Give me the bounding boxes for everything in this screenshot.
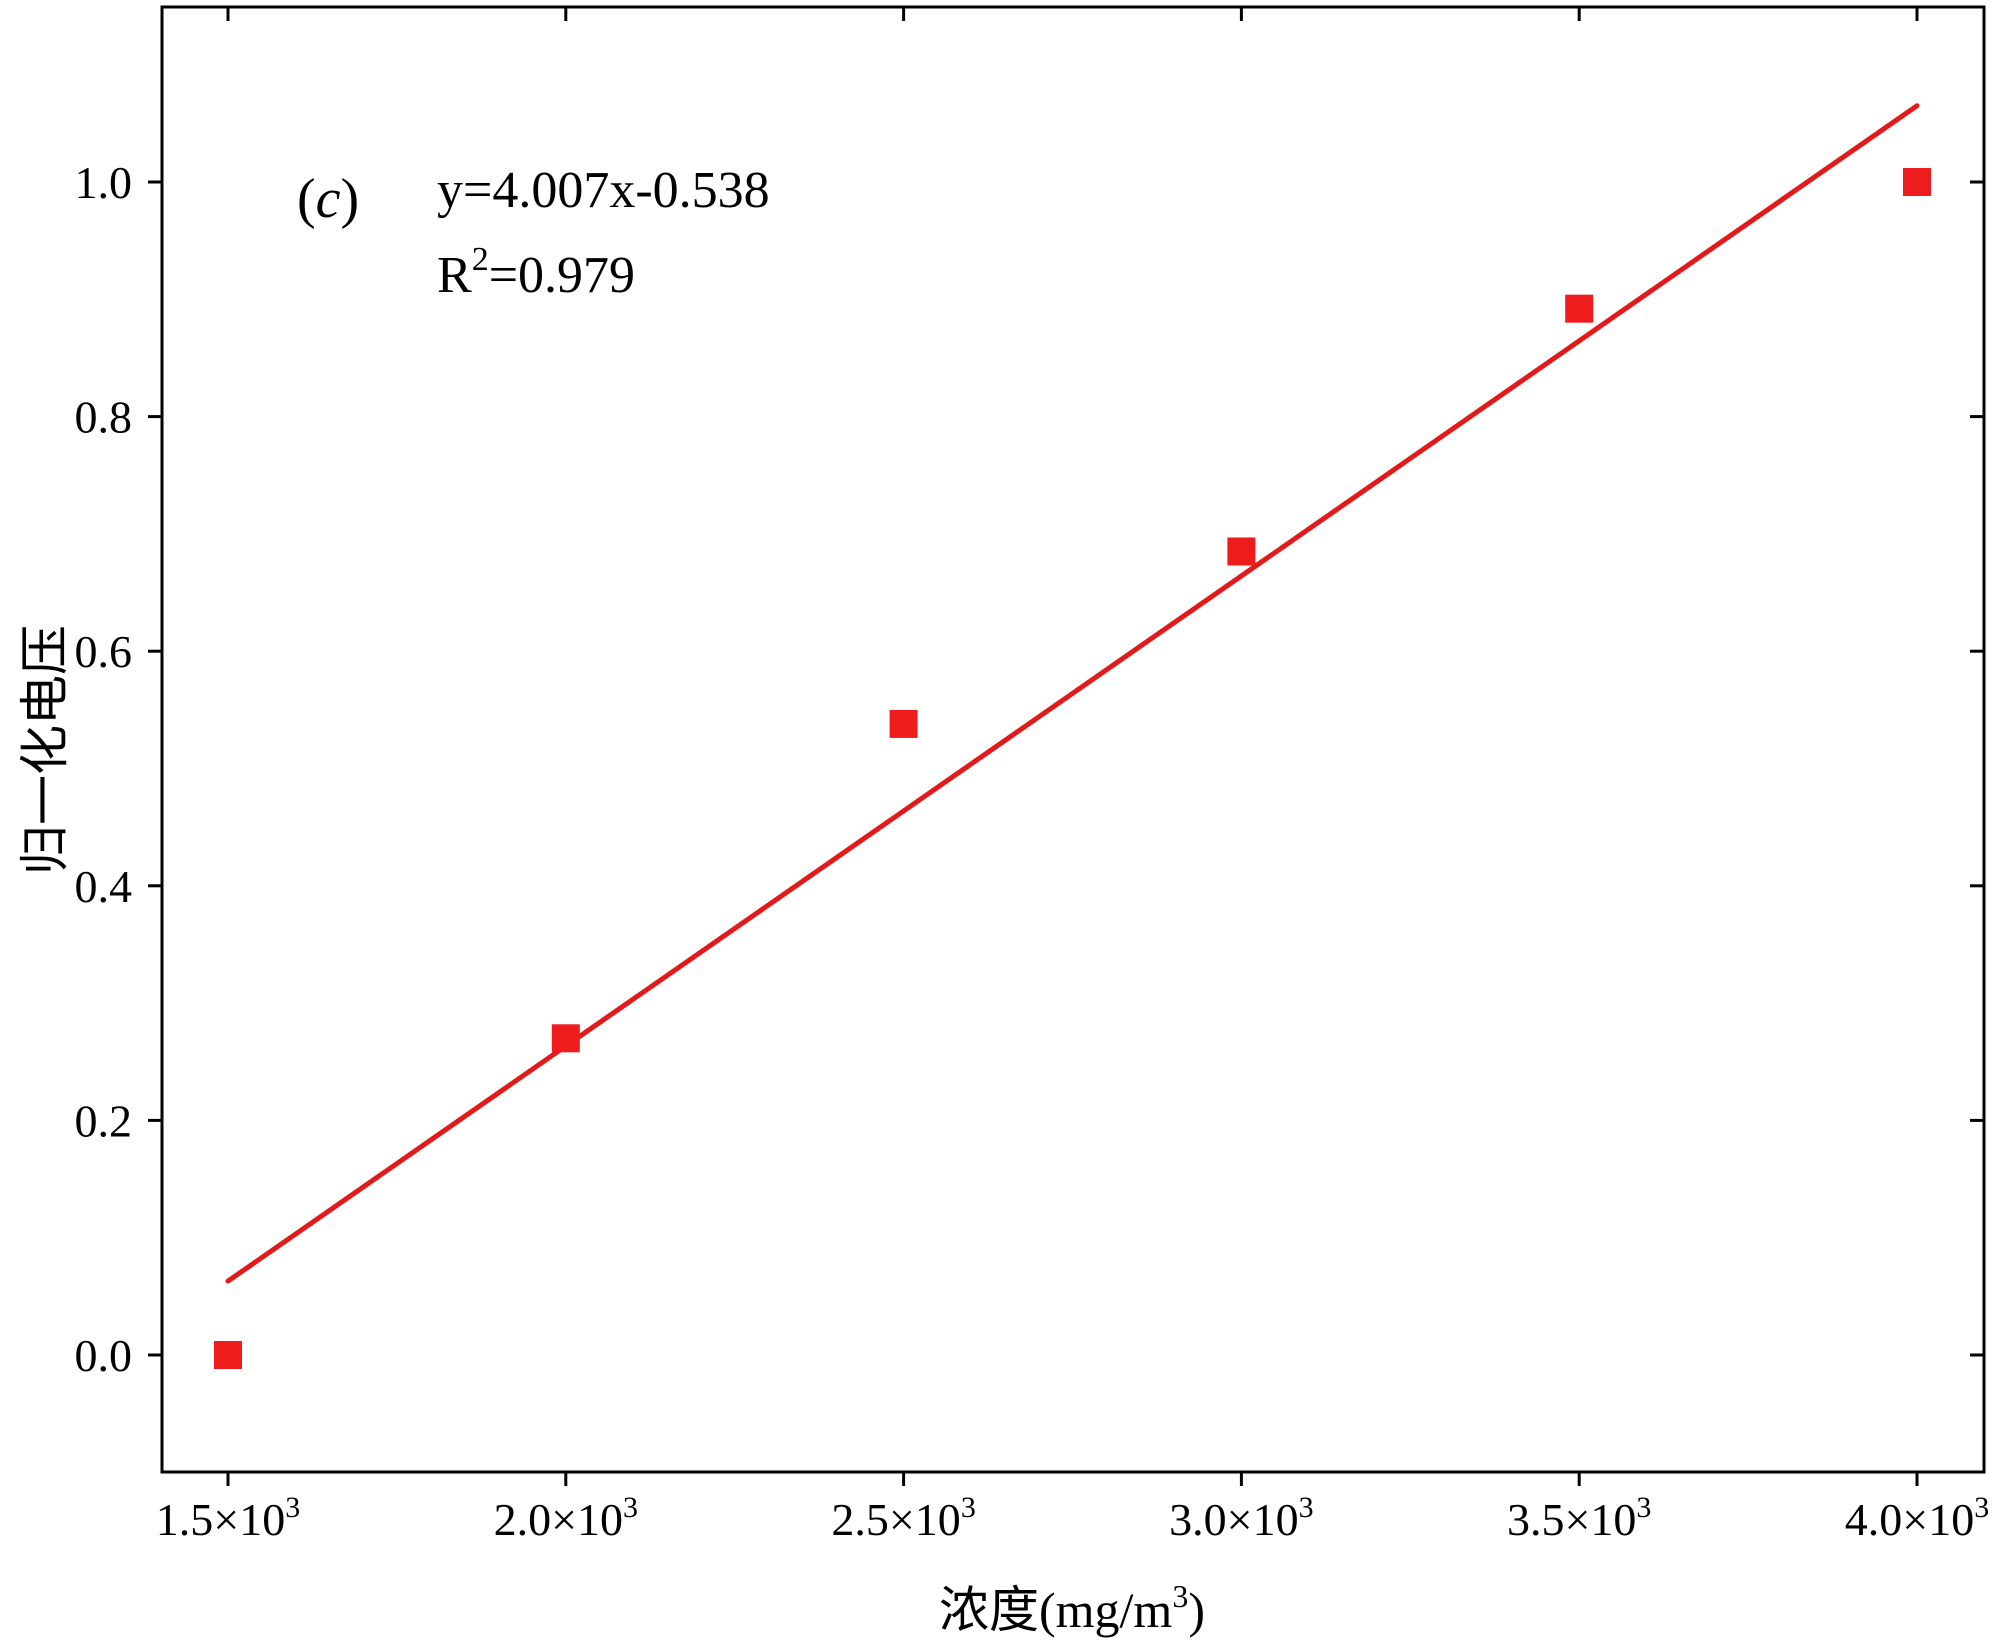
x-tick-exponent: 3 xyxy=(961,1491,976,1524)
x-tick-mantissa: 2.0×10 xyxy=(494,1494,623,1545)
x-tick-exponent: 3 xyxy=(285,1491,300,1524)
y-tick-label: 0.4 xyxy=(75,861,133,912)
x-tick-label: 4.0×103 xyxy=(1845,1491,1989,1545)
x-tick-mantissa: 3.5×10 xyxy=(1507,1494,1636,1545)
x-tick-exponent: 3 xyxy=(1299,1491,1314,1524)
x-tick-label: 2.0×103 xyxy=(494,1491,638,1545)
y-tick-label: 1.0 xyxy=(75,157,133,208)
panel-letter: c xyxy=(316,168,341,230)
x-tick-mantissa: 2.5×10 xyxy=(831,1494,960,1545)
x-tick-exponent: 3 xyxy=(623,1491,638,1524)
axes: 1.5×103 2.0×103 2.5×103 3.0×103 3.5×103 4.0×1… xyxy=(75,5,1989,1545)
panel-label: (c) xyxy=(297,168,359,230)
r-squared: R2=0.979 xyxy=(437,241,635,304)
y-axis-label: 归一化电压 xyxy=(17,625,73,875)
y-tick-label: 0.2 xyxy=(75,1095,133,1146)
y-tick-label: 0.0 xyxy=(75,1330,133,1381)
y-tick-label: 0.6 xyxy=(75,626,133,677)
x-tick-mantissa: 4.0×10 xyxy=(1845,1494,1974,1545)
fit-line xyxy=(225,103,1920,1284)
x-tick-label: 1.5×103 xyxy=(156,1491,300,1545)
annotations: (c) y=4.007x-0.538 R2=0.979 浓度(mg/m3) 归一化电压 xyxy=(17,162,1205,1638)
fit-equation: y=4.007x-0.538 xyxy=(437,162,770,219)
data-point xyxy=(1227,537,1256,566)
x-tick-label: 3.5×103 xyxy=(1507,1491,1651,1545)
data-point xyxy=(551,1024,580,1053)
x-tick-exponent: 3 xyxy=(1974,1491,1989,1524)
data-point xyxy=(214,1341,242,1369)
data-point xyxy=(1903,168,1931,196)
data-point xyxy=(1565,294,1594,323)
x-tick-exponent: 3 xyxy=(1636,1491,1651,1524)
plot-area xyxy=(214,103,1931,1369)
x-tick-label: 3.0×103 xyxy=(1169,1491,1313,1545)
plot-frame xyxy=(160,5,1986,1474)
y-tick-label: 0.8 xyxy=(75,392,133,443)
data-point xyxy=(889,709,918,738)
x-tick-mantissa: 1.5×10 xyxy=(156,1494,285,1545)
x-tick-mantissa: 3.0×10 xyxy=(1169,1494,1298,1545)
x-tick-label: 2.5×103 xyxy=(831,1491,975,1545)
x-axis-label: 浓度(mg/m3) xyxy=(939,1578,1205,1638)
